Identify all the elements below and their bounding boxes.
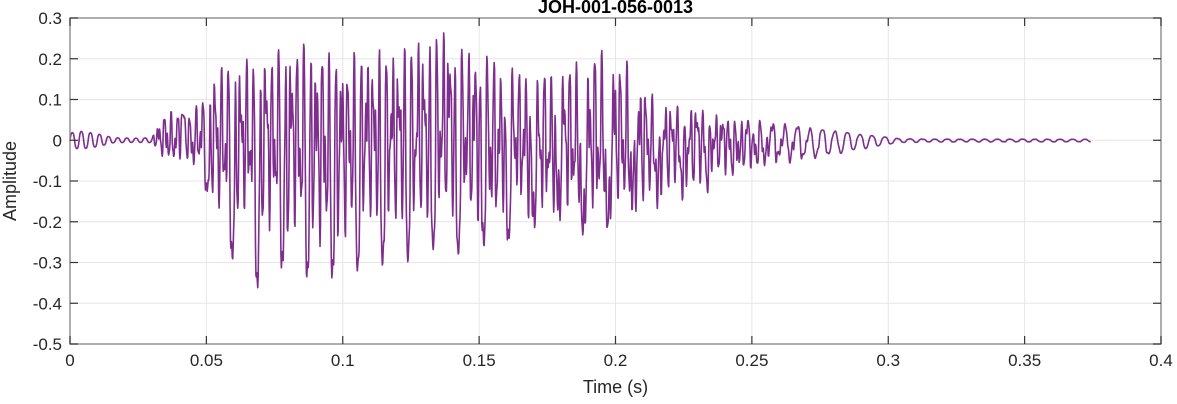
x-tick-label: 0.3 bbox=[876, 351, 900, 370]
y-tick-label: -0.2 bbox=[33, 213, 62, 232]
x-tick-label: 0.1 bbox=[331, 351, 355, 370]
tick-labels: 0 0.05 0.1 0.15 0.2 0.25 0.3 0.35 0.4 -0.5 -0.4 -0.… bbox=[33, 9, 1173, 370]
y-axis-label: Amplitude bbox=[0, 141, 20, 221]
y-tick-label: -0.1 bbox=[33, 172, 62, 191]
tick-marks bbox=[69, 17, 1162, 345]
waveform-line bbox=[69, 32, 1091, 289]
x-tick-label: 0.15 bbox=[463, 351, 496, 370]
chart-title: JOH-001-056-0013 bbox=[538, 0, 693, 17]
y-tick-label: 0 bbox=[53, 131, 62, 150]
x-axis-label: Time (s) bbox=[583, 377, 648, 397]
x-tick-label: 0.35 bbox=[1008, 351, 1041, 370]
x-tick-label: 0.05 bbox=[190, 351, 223, 370]
y-tick-label: 0.2 bbox=[38, 50, 62, 69]
y-tick-label: 0.1 bbox=[38, 91, 62, 110]
y-tick-label: 0.3 bbox=[38, 9, 62, 28]
grid-lines bbox=[70, 18, 1161, 344]
x-tick-label: 0.2 bbox=[604, 351, 628, 370]
y-tick-label: -0.4 bbox=[33, 294, 62, 313]
x-tick-label: 0.4 bbox=[1149, 351, 1173, 370]
x-tick-label: 0.25 bbox=[735, 351, 768, 370]
y-tick-label: -0.3 bbox=[33, 254, 62, 273]
x-tick-label: 0 bbox=[65, 351, 74, 370]
y-tick-label: -0.5 bbox=[33, 335, 62, 354]
